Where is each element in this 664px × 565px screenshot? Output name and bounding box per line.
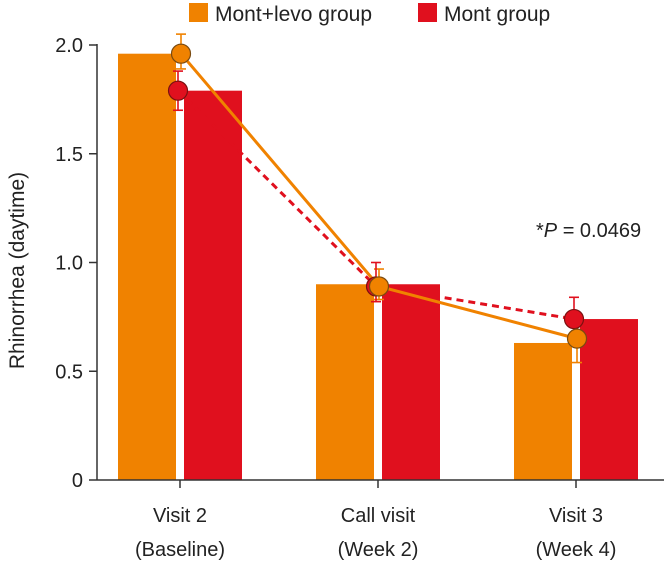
point-mont <box>167 80 189 101</box>
bar-mont <box>580 319 638 480</box>
y-tick-label: 0 <box>72 470 83 492</box>
bars <box>118 53 638 481</box>
legend-swatch-mont <box>418 3 437 22</box>
bar-mont <box>382 284 440 480</box>
x-tick-sublabel: (Week 4) <box>536 539 617 561</box>
bar-mont-levo <box>316 284 374 480</box>
point-mont <box>563 308 585 330</box>
y-tick-label: 1.5 <box>55 144 83 166</box>
y-axis: 0 0.5 1.0 1.5 2.0 Rhinorrhea (daytime) <box>6 35 98 492</box>
x-tick-label: Visit 2 <box>153 505 207 527</box>
legend-label-mont-levo: Mont+levo group <box>215 3 372 26</box>
x-tick-sublabel: (Baseline) <box>135 539 225 561</box>
legend-label-mont: Mont group <box>444 3 550 26</box>
point-mont-levo <box>368 276 390 297</box>
point-mont-levo <box>170 43 192 64</box>
x-tick-label: Call visit <box>341 505 416 527</box>
p-value-annotation: *P = 0.0469 <box>536 220 641 242</box>
legend: Mont+levo group Mont group <box>189 3 550 26</box>
bar-mont-levo <box>514 342 572 480</box>
data-points <box>167 43 588 349</box>
legend-swatch-mont-levo <box>189 3 208 22</box>
x-tick-sublabel: (Week 2) <box>338 539 419 561</box>
bar-mont-levo <box>118 53 176 480</box>
x-axis: Visit 2 (Baseline) Call visit (Week 2) Visit… <box>97 479 664 561</box>
bar-mont <box>184 90 242 481</box>
y-axis-title: Rhinorrhea (daytime) <box>6 172 29 369</box>
x-tick-label: Visit 3 <box>549 505 603 527</box>
y-tick-label: 2.0 <box>55 35 83 57</box>
point-mont-levo <box>566 328 588 349</box>
y-tick-label: 1.0 <box>55 253 83 275</box>
y-tick-label: 0.5 <box>55 361 83 383</box>
